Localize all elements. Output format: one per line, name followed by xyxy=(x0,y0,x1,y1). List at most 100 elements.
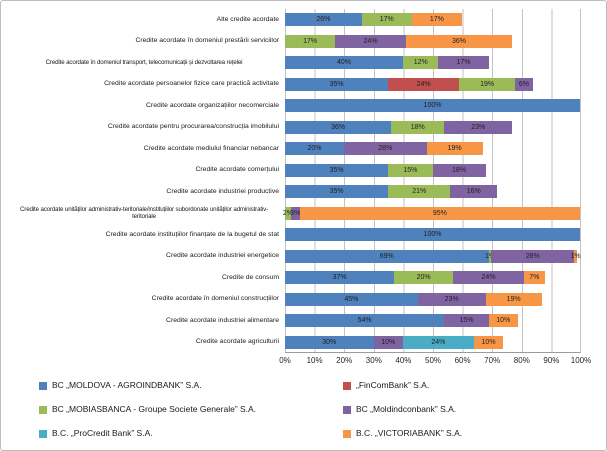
bar-segment-label: 18% xyxy=(452,166,467,174)
stacked-bar: 37% 20% 24% 7% xyxy=(285,271,580,285)
bar-segment: 17% xyxy=(285,34,336,48)
bar-segment-label: 23% xyxy=(444,295,459,303)
plot-area: 26% 17% 17% 17% 24% 36% 40% 12% 17% 35% 24% 19% 6% 10… xyxy=(282,9,581,353)
bar-segment: 23% xyxy=(444,120,513,134)
bar-row: 26% 17% 17% xyxy=(285,9,580,31)
bar-row: 35% 15% 18% xyxy=(285,160,580,182)
x-tick-label: 30% xyxy=(365,356,382,365)
bar-segment: 2% xyxy=(282,206,294,220)
bar-segment: 16% xyxy=(450,185,498,199)
bar-segment-label: 15% xyxy=(403,166,418,174)
plot-wrap: 26% 17% 17% 17% 24% 36% 40% 12% 17% 35% 24% 19% 6% 10… xyxy=(279,9,591,368)
bar-segment: 23% xyxy=(417,292,486,306)
bar-segment: 28% xyxy=(491,249,575,263)
category-label: Credite acordate pentru procurarea/const… xyxy=(107,123,279,131)
bar-segment: 35% xyxy=(285,77,389,91)
bar-row: 37% 20% 24% 7% xyxy=(285,267,580,289)
bar-segment: 21% xyxy=(388,185,451,199)
bar-segment: 17% xyxy=(411,13,462,27)
bar-segment-label: 26% xyxy=(316,16,331,24)
bar-segment: 24% xyxy=(388,77,460,91)
bar-row: 35% 21% 16% xyxy=(285,181,580,203)
bar-segment: 24% xyxy=(335,34,406,48)
bar-segment-label: 17% xyxy=(429,16,444,24)
bar-segment-label: 69% xyxy=(379,252,394,260)
legend-swatch xyxy=(39,382,47,390)
x-tick-label: 80% xyxy=(513,356,530,365)
x-tick-label: 40% xyxy=(395,356,412,365)
bar-segment: 1% xyxy=(485,249,495,263)
bar-segment-label: 17% xyxy=(303,37,318,45)
bar-segment: 1% xyxy=(570,249,581,263)
stacked-bar-chart: Alte credite acordate Credite acordate în… xyxy=(1,1,606,368)
bar-segment-label: 18% xyxy=(410,123,425,131)
stacked-bar: 2% 3% 95% xyxy=(282,206,580,220)
bar-segment-label: 6% xyxy=(518,80,529,88)
bar-segment-label: 17% xyxy=(456,59,471,67)
bar-row: 100% xyxy=(285,95,580,117)
legend-item: BC „MOBIASBANCA - Groupe Societe General… xyxy=(39,404,343,414)
category-label: Credite acordate în domeniul construcții… xyxy=(151,295,279,303)
bar-segment-label: 35% xyxy=(329,80,344,88)
legend-label: BC „Moldindconbank” S.A. xyxy=(356,404,457,414)
bar-segment-label: 3% xyxy=(290,209,301,217)
bar-segment: 69% xyxy=(285,249,489,263)
x-axis: 0% 10% 20% 30% 40% 50% 60% 70% 80% 90% 100% xyxy=(279,353,591,368)
bar-segment-label: 40% xyxy=(336,59,351,67)
bar-segment: 95% xyxy=(299,206,580,220)
bar-segment-label: 36% xyxy=(331,123,346,131)
bar-segment-label: 30% xyxy=(322,338,337,346)
bar-segment-label: 24% xyxy=(431,338,446,346)
bar-segment-label: 28% xyxy=(525,252,540,260)
category-labels: Alte credite acordate Credite acordate în… xyxy=(1,9,285,368)
bar-segment: 6% xyxy=(515,77,533,91)
bar-segment: 40% xyxy=(285,56,403,70)
bar-segment: 54% xyxy=(285,314,445,328)
x-tick-label: 100% xyxy=(570,356,592,365)
stacked-bar: 40% 12% 17% xyxy=(285,56,580,70)
bar-segment: 18% xyxy=(432,163,486,177)
bar-segment: 100% xyxy=(285,99,580,113)
x-tick-label: 70% xyxy=(484,356,501,365)
bar-segment-label: 1% xyxy=(484,252,496,260)
bar-segment: 17% xyxy=(361,13,412,27)
x-tick-label: 60% xyxy=(454,356,471,365)
bar-segment: 28% xyxy=(344,142,427,156)
bar-segment-label: 100% xyxy=(423,231,442,239)
stacked-bar: 100% xyxy=(285,228,580,242)
legend-label: BC „MOBIASBANCA - Groupe Societe General… xyxy=(52,404,257,414)
bar-row: 69% 1% 28% 1% xyxy=(285,246,581,268)
bar-segment: 7% xyxy=(523,271,545,285)
x-tick-label: 20% xyxy=(336,356,353,365)
legend-item: BC „Moldindconbank” S.A. xyxy=(343,404,606,414)
category-label: Credite acordate mediului financiar neba… xyxy=(143,144,279,152)
bar-segment-label: 54% xyxy=(357,317,372,325)
bar-segment-label: 20% xyxy=(307,145,322,153)
bar-segment-label: 19% xyxy=(480,80,495,88)
bar-segment-label: 17% xyxy=(379,16,394,24)
bar-segment-label: 2% xyxy=(282,209,294,217)
legend-swatch xyxy=(343,406,351,414)
category-label: Credite acordate industriei alimentare xyxy=(166,316,279,324)
category-label: Credite acordate agriculturii xyxy=(195,338,279,346)
bar-segment-label: 10% xyxy=(381,338,396,346)
legend: BC „MOLDOVA - AGROINDBANK” S.A. „FinComBa… xyxy=(39,380,606,438)
bar-segment: 24% xyxy=(403,335,474,349)
stacked-bar: 69% 1% 28% 1% xyxy=(285,249,581,263)
bar-row: 17% 24% 36% xyxy=(285,31,580,53)
bar-segment-label: 28% xyxy=(378,145,393,153)
legend-swatch xyxy=(39,406,47,414)
category-label: Credite acordate unităților administrati… xyxy=(19,206,269,221)
stacked-bar: 20% 28% 19% xyxy=(285,142,580,156)
legend-swatch xyxy=(343,382,351,390)
legend-item: B.C. „ProCredit Bank” S.A. xyxy=(39,428,343,438)
bar-segment: 26% xyxy=(285,13,362,27)
bar-segment: 30% xyxy=(285,335,374,349)
legend-swatch xyxy=(343,430,351,438)
legend-label: „FinComBank” S.A. xyxy=(356,380,430,390)
x-tick-label: 50% xyxy=(424,356,442,365)
category-label: Credite acordate instituțiilor finanțate… xyxy=(105,230,279,238)
bar-segment: 35% xyxy=(285,163,389,177)
legend-label: B.C. „ProCredit Bank” S.A. xyxy=(52,428,153,438)
stacked-bar: 17% 24% 36% xyxy=(285,34,580,48)
